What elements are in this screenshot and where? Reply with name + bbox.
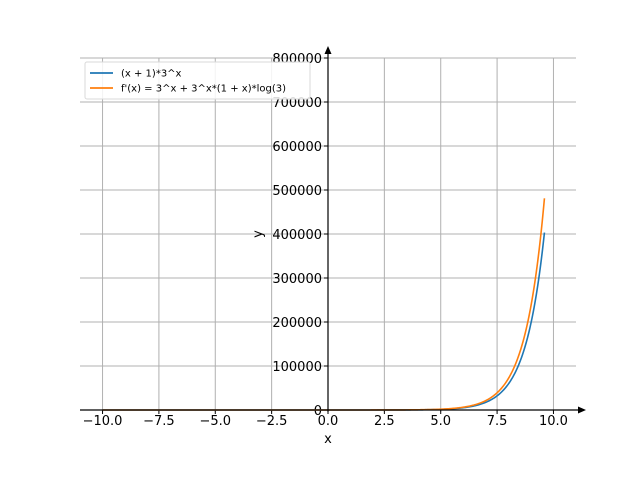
x-tick-label: 10.0	[539, 414, 568, 429]
x-tick-label: 7.5	[487, 414, 508, 429]
series-line	[102, 232, 546, 411]
x-tick-label: −10.0	[83, 414, 123, 429]
y-tick-label: 700000	[272, 96, 322, 111]
y-tick-label: 400000	[272, 228, 322, 243]
x-axis-label: x	[324, 432, 332, 447]
series-line	[102, 198, 546, 411]
y-axis-arrow	[324, 46, 332, 54]
y-tick-label: 100000	[272, 360, 322, 375]
y-tick-label: 500000	[272, 184, 322, 199]
x-axis-ticks: −10.0 −7.5 −5.0 −2.5 0.0 2.5 5.0 7.5 10.0	[83, 410, 568, 429]
axes	[80, 46, 586, 414]
y-axis-label: y	[251, 230, 266, 238]
y-tick-label: 0	[314, 404, 322, 419]
legend-label: (x + 1)*3^x	[121, 69, 182, 80]
y-tick-label: 300000	[272, 272, 322, 287]
x-tick-label: −7.5	[143, 414, 175, 429]
y-axis-ticks: 0 100000 200000 300000 400000 500000 600000 700…	[272, 52, 328, 419]
legend-box	[84, 61, 311, 100]
x-tick-label: 2.5	[374, 414, 395, 429]
x-tick-label: 0.0	[318, 414, 339, 429]
x-axis-arrow	[578, 406, 586, 414]
x-tick-label: −2.5	[256, 414, 288, 429]
x-tick-label: 5.0	[430, 414, 451, 429]
x-tick-label: −5.0	[199, 414, 231, 429]
legend-label: f'(x) = 3^x + 3^x*(1 + x)*log(3)	[121, 84, 286, 95]
y-tick-label: 600000	[272, 140, 322, 155]
legend: (x + 1)*3^x f'(x) = 3^x + 3^x*(1 + x)*log…	[84, 61, 311, 100]
y-tick-label: 200000	[272, 316, 322, 331]
series-lines	[102, 198, 546, 411]
